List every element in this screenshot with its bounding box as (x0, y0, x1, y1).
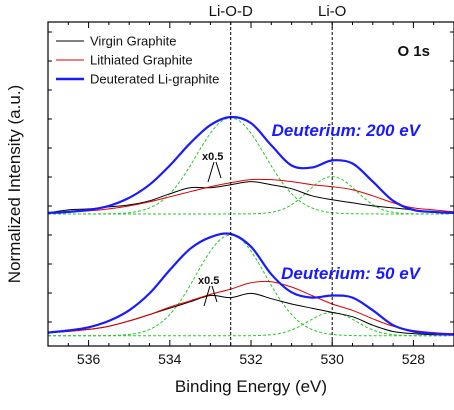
x-tick-label: 534 (158, 351, 182, 367)
annotation-arrow-1-a (207, 161, 215, 183)
fit-component-p1-2 (48, 176, 450, 215)
x-tick-label: 536 (77, 351, 101, 367)
legend-label-2: Lithiated Graphite (90, 53, 193, 68)
series-line-p1-1 (47, 181, 454, 214)
x-tick-label: 532 (239, 351, 263, 367)
annotation-x05-1: x0.5 (202, 151, 223, 163)
series-line-p2-1 (47, 292, 454, 336)
x-tick-label: 530 (321, 351, 345, 367)
x-tick-label: 528 (402, 351, 426, 367)
annotation-arrow-1-b (215, 161, 222, 179)
panel-label-1: Deuterium: 200 eV (272, 121, 422, 140)
annotation-arrow-2-b (211, 285, 218, 303)
chart-title: O 1s (397, 43, 430, 60)
panel-label-2: Deuterium: 50 eV (281, 264, 422, 283)
series-line-p1-2 (47, 178, 454, 214)
y-axis-title: Normalized Intensity (a.u.) (5, 85, 24, 283)
series-line-p2-3 (47, 232, 454, 336)
series-line-p1-3 (47, 115, 454, 214)
x-axis-title: Binding Energy (eV) (175, 377, 327, 396)
reference-label-2: Li-O (318, 3, 346, 20)
fit-component-p2-2 (48, 311, 450, 337)
legend-label-1: Virgin Graphite (90, 34, 176, 49)
series-line-p2-2 (47, 280, 454, 335)
reference-label-1: Li-O-D (209, 3, 253, 20)
annotation-arrow-2-a (203, 285, 211, 307)
legend-label-3: Deuterated Li-graphite (90, 72, 219, 87)
annotation-x05-2: x0.5 (198, 275, 219, 287)
